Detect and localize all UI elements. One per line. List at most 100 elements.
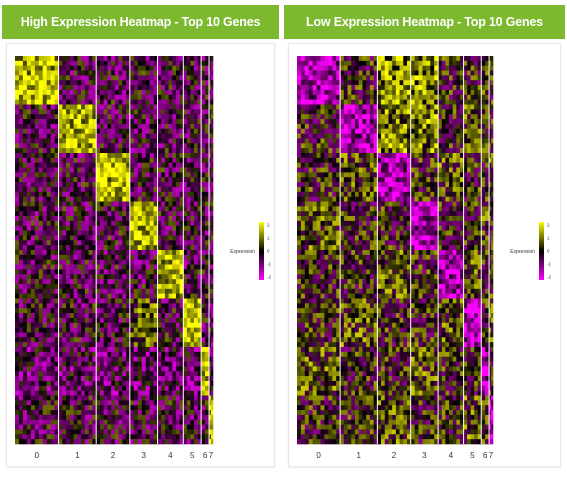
heatmap-cell xyxy=(186,279,191,285)
heatmap-cell xyxy=(308,332,313,338)
heatmap-cell xyxy=(179,254,184,260)
heatmap-cell xyxy=(42,264,47,270)
heatmap-cell xyxy=(34,371,40,377)
heatmap-cell xyxy=(186,308,191,314)
heatmap-cell xyxy=(103,143,108,149)
heatmap-cell xyxy=(304,143,310,149)
heatmap-cell xyxy=(153,288,158,294)
heatmap-cell xyxy=(193,356,198,362)
heatmap-cell xyxy=(92,288,97,294)
heatmap-cell xyxy=(179,94,184,100)
heatmap-cell xyxy=(328,123,333,130)
heatmap-cell xyxy=(312,119,317,125)
heatmap-cell xyxy=(304,177,310,183)
heatmap-cell xyxy=(161,351,166,357)
heatmap-cell xyxy=(324,172,329,178)
heatmap-cell xyxy=(153,347,158,353)
heatmap-cell xyxy=(197,70,202,76)
heatmap-cell xyxy=(81,434,86,440)
heatmap-cell xyxy=(172,414,177,421)
heatmap-cell xyxy=(172,235,177,241)
heatmap-cell xyxy=(88,216,93,222)
heatmap-cell xyxy=(183,337,188,343)
heatmap-cell xyxy=(183,128,188,134)
heatmap-cell xyxy=(209,366,212,372)
heatmap-cell xyxy=(111,308,116,314)
heatmap-cell xyxy=(193,303,198,309)
heatmap-cell xyxy=(183,123,188,130)
heatmap-cell xyxy=(92,220,97,227)
heatmap-cell xyxy=(197,60,202,66)
heatmap-cell xyxy=(137,288,143,294)
heatmap-cell xyxy=(26,177,32,183)
heatmap-cell xyxy=(149,342,154,348)
heatmap-cell xyxy=(324,347,329,353)
heatmap-cell xyxy=(69,220,74,227)
heatmap-cell xyxy=(179,119,184,125)
heatmap-cell xyxy=(183,225,188,231)
heatmap-cell xyxy=(84,245,89,251)
heatmap-cell xyxy=(129,182,135,188)
heatmap-cell xyxy=(175,114,180,120)
heatmap-cell xyxy=(186,216,191,222)
heatmap-cell xyxy=(324,75,329,81)
heatmap-cell xyxy=(30,327,36,333)
heatmap-cell xyxy=(153,172,158,178)
heatmap-cell xyxy=(186,85,191,91)
heatmap-cell xyxy=(168,410,173,416)
heatmap-cell xyxy=(168,56,173,62)
heatmap-cell xyxy=(186,298,191,304)
heatmap-cell xyxy=(328,303,333,309)
heatmap-cell xyxy=(122,230,127,236)
heatmap-cell xyxy=(328,313,333,319)
heatmap-cell xyxy=(332,153,337,159)
heatmap-cell xyxy=(209,390,212,396)
heatmap-cell xyxy=(300,201,306,207)
heatmap-cell xyxy=(114,153,119,159)
heatmap-cell xyxy=(141,274,146,280)
heatmap-cell xyxy=(168,177,173,183)
heatmap-cell xyxy=(107,385,112,391)
heatmap-cell xyxy=(18,376,24,382)
heatmap-cell xyxy=(54,89,59,96)
heatmap-cell xyxy=(122,254,127,260)
heatmap-cell xyxy=(300,376,306,382)
heatmap-cell xyxy=(77,327,82,333)
heatmap-cell xyxy=(312,313,317,319)
heatmap-cell xyxy=(316,293,321,299)
heatmap-cell xyxy=(81,177,86,183)
heatmap-cell xyxy=(122,274,127,280)
heatmap-cell xyxy=(103,400,108,406)
heatmap-cell xyxy=(42,313,47,319)
heatmap-cell xyxy=(316,109,321,115)
heatmap-cell xyxy=(92,225,97,231)
heatmap-cell xyxy=(99,56,104,62)
heatmap-cell xyxy=(62,380,67,387)
heatmap-cell xyxy=(153,361,158,367)
heatmap-cell xyxy=(141,400,146,406)
heatmap-cell xyxy=(84,347,89,353)
heatmap-cell xyxy=(99,327,104,333)
heatmap-cell xyxy=(88,196,93,202)
heatmap-cell xyxy=(54,104,59,110)
heatmap-cell xyxy=(69,380,74,387)
heatmap-cell xyxy=(205,240,210,246)
heatmap-cell xyxy=(42,235,47,241)
heatmap-cell xyxy=(88,89,93,96)
heatmap-cell xyxy=(197,177,202,183)
heatmap-cell xyxy=(308,109,313,115)
heatmap-cell xyxy=(42,439,47,445)
heatmap-cell xyxy=(193,153,198,159)
heatmap-cell xyxy=(84,138,89,144)
heatmap-cell xyxy=(190,366,195,372)
heatmap-cell xyxy=(209,220,212,227)
heatmap-cell xyxy=(304,293,310,299)
heatmap-cell xyxy=(46,308,51,314)
heatmap-cell xyxy=(190,429,195,435)
heatmap-cell xyxy=(30,439,36,445)
heatmap-cell xyxy=(34,356,40,362)
heatmap-cell xyxy=(201,303,206,309)
heatmap-cell xyxy=(157,332,162,338)
heatmap-cell xyxy=(111,376,116,382)
heatmap-cell xyxy=(50,75,55,81)
